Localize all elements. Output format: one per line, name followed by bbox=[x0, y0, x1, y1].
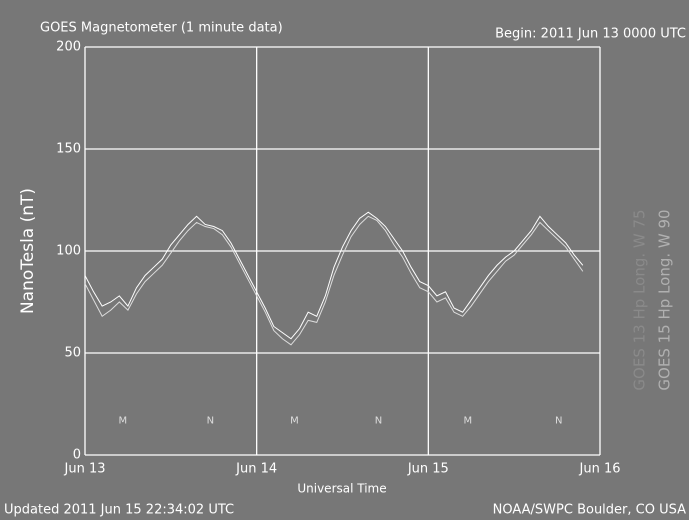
y-tick-label: 150 bbox=[56, 142, 81, 157]
annotation: M bbox=[118, 415, 127, 426]
y-tick-label: 200 bbox=[56, 40, 81, 55]
x-tick-label: Jun 16 bbox=[579, 462, 621, 477]
annotation: N bbox=[555, 415, 562, 426]
footer-left: Updated 2011 Jun 15 22:34:02 UTC bbox=[4, 503, 234, 518]
y-tick-label: 0 bbox=[73, 448, 81, 463]
x-axis-label: Universal Time bbox=[297, 482, 386, 496]
footer-right: NOAA/SWPC Boulder, CO USA bbox=[493, 503, 686, 518]
annotation: M bbox=[290, 415, 299, 426]
y-tick-label: 100 bbox=[56, 244, 81, 259]
chart-subtitle: Begin: 2011 Jun 13 0000 UTC bbox=[495, 27, 686, 42]
legend-entry: GOES 15 Hp Long. W 90 bbox=[656, 209, 674, 390]
x-tick-label: Jun 14 bbox=[235, 462, 277, 477]
x-tick-label: Jun 15 bbox=[407, 462, 449, 477]
annotation: M bbox=[463, 415, 472, 426]
y-axis-label: NanoTesla (nT) bbox=[18, 188, 38, 314]
annotation: N bbox=[207, 415, 214, 426]
y-tick-label: 50 bbox=[64, 346, 81, 361]
legend-entry: GOES 13 Hp Long. W 75 bbox=[631, 209, 649, 390]
data-line bbox=[84, 211, 584, 340]
x-tick-label: Jun 13 bbox=[64, 462, 106, 477]
chart-title: GOES Magnetometer (1 minute data) bbox=[40, 21, 283, 36]
data-line bbox=[84, 215, 584, 346]
annotation: N bbox=[375, 415, 382, 426]
